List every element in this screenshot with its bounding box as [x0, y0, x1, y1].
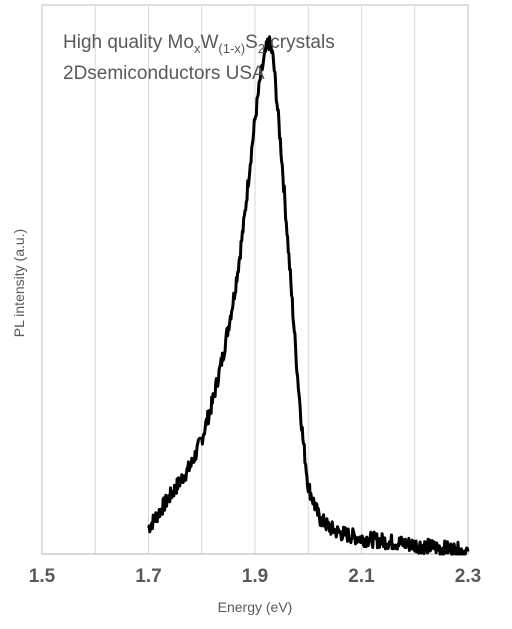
series-point: [318, 516, 320, 518]
series-point: [254, 119, 256, 121]
annotation-line-2: 2Dsemiconductors USA: [63, 63, 265, 84]
annotation-sub-1mx: (1-x): [218, 41, 245, 56]
series-point: [238, 260, 240, 262]
series-point: [273, 62, 275, 64]
series-point: [267, 41, 269, 43]
series-point: [350, 535, 352, 537]
series-point: [158, 511, 160, 513]
annotation-sub-x: x: [194, 41, 201, 56]
series-point: [190, 464, 192, 466]
annotation-w: W: [200, 32, 218, 53]
series-point: [259, 77, 261, 79]
x-tick-label: 1.5: [29, 566, 56, 587]
series-point: [302, 438, 304, 440]
series-point: [249, 166, 251, 168]
series-point: [169, 495, 171, 497]
series-point: [446, 548, 448, 550]
series-point: [286, 229, 288, 231]
series-point: [201, 438, 203, 440]
series-point: [329, 527, 331, 529]
series-point: [307, 485, 309, 487]
x-tick-label: 2.1: [348, 566, 375, 587]
series-point: [291, 302, 293, 304]
x-tick-label: 1.7: [135, 566, 161, 587]
annotation-suffix: crystals: [265, 32, 335, 53]
series-line: [147, 35, 470, 556]
x-tick-label: 2.3: [455, 566, 481, 587]
x-tick-label: 1.9: [242, 566, 268, 587]
series-point: [339, 532, 341, 534]
x-axis-label: Energy (eV): [218, 599, 293, 615]
series-point: [265, 51, 267, 53]
series-point: [222, 354, 224, 356]
series-point: [382, 540, 384, 542]
series-point: [281, 156, 283, 158]
annotation-line-1: High quality MoxW(1-x)S2 crystals: [63, 32, 335, 56]
series-point: [275, 93, 277, 95]
annotation-sub-2: 2: [258, 41, 265, 56]
gridlines: [94, 5, 416, 554]
series-point: [361, 537, 362, 539]
series-point: [148, 527, 149, 529]
series-point: [270, 46, 272, 48]
series-point: [211, 401, 213, 403]
series-point: [243, 218, 245, 220]
annotation-prefix: High quality Mo: [63, 32, 194, 53]
series-point: [403, 543, 405, 545]
series-point: [233, 297, 235, 299]
series-point: [179, 480, 181, 482]
series-point: [297, 375, 299, 377]
y-axis-label: PL intensity (a.u.): [11, 229, 27, 337]
series-group: [147, 35, 470, 556]
series-point: [424, 545, 426, 547]
x-tick-labels: 1.5 1.7 1.9 2.1 2.3: [29, 566, 481, 587]
annotation-s: S: [245, 32, 258, 53]
series-point: [467, 550, 469, 552]
